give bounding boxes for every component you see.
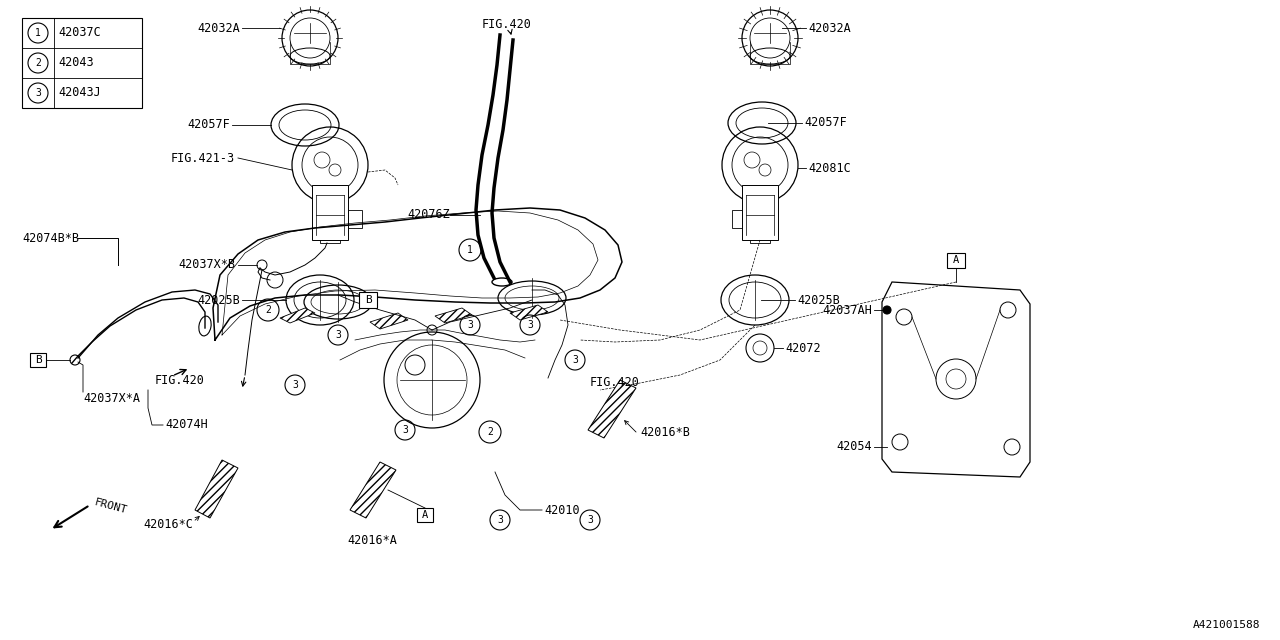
Bar xyxy=(742,185,778,240)
Text: A: A xyxy=(422,510,428,520)
Polygon shape xyxy=(435,308,472,323)
Text: 42054: 42054 xyxy=(836,440,872,454)
Text: 42057F: 42057F xyxy=(804,116,847,129)
Circle shape xyxy=(883,306,891,314)
Bar xyxy=(417,508,433,522)
Bar xyxy=(320,228,340,243)
Text: 42074B*B: 42074B*B xyxy=(22,232,79,244)
Text: 3: 3 xyxy=(402,425,408,435)
Text: 3: 3 xyxy=(527,320,532,330)
Text: 2: 2 xyxy=(265,305,271,315)
Text: 42072: 42072 xyxy=(785,342,820,355)
Bar xyxy=(22,18,142,108)
Text: FIG.420: FIG.420 xyxy=(155,374,205,387)
Text: FIG.420: FIG.420 xyxy=(483,19,532,31)
Text: 42074H: 42074H xyxy=(165,419,207,431)
Text: 42016*A: 42016*A xyxy=(347,534,397,547)
Text: B: B xyxy=(35,355,41,365)
Text: FIG.420: FIG.420 xyxy=(590,376,640,388)
Bar xyxy=(358,292,378,308)
Bar xyxy=(29,353,46,367)
Polygon shape xyxy=(349,462,396,518)
Text: A421001588: A421001588 xyxy=(1193,620,1260,630)
Text: 1: 1 xyxy=(35,28,41,38)
Text: 42043J: 42043J xyxy=(58,86,101,99)
Text: 1: 1 xyxy=(467,245,472,255)
Text: 42016*C: 42016*C xyxy=(143,518,193,531)
Bar xyxy=(312,185,348,240)
Text: FRONT: FRONT xyxy=(93,497,129,516)
Text: 3: 3 xyxy=(467,320,472,330)
Text: 42057F: 42057F xyxy=(187,118,230,131)
Text: 42032A: 42032A xyxy=(808,22,851,35)
Text: 42037X*B: 42037X*B xyxy=(178,259,236,271)
Text: 3: 3 xyxy=(292,380,298,390)
Text: 3: 3 xyxy=(497,515,503,525)
Text: 42016*B: 42016*B xyxy=(640,426,690,438)
Bar xyxy=(947,253,965,268)
Text: B: B xyxy=(35,355,41,365)
Text: 42081C: 42081C xyxy=(808,161,851,175)
Text: 42025B: 42025B xyxy=(197,294,241,307)
Text: FIG.421-3: FIG.421-3 xyxy=(170,152,236,164)
Polygon shape xyxy=(280,308,315,323)
Polygon shape xyxy=(882,282,1030,477)
Text: 3: 3 xyxy=(572,355,579,365)
Text: 42037AH: 42037AH xyxy=(822,303,872,317)
Bar xyxy=(348,210,362,228)
Bar xyxy=(750,228,771,243)
Text: 42037C: 42037C xyxy=(58,26,101,40)
Text: 42032A: 42032A xyxy=(197,22,241,35)
Text: 42037X*A: 42037X*A xyxy=(83,392,140,404)
Text: A: A xyxy=(952,255,959,265)
Polygon shape xyxy=(588,380,636,438)
Text: 42010: 42010 xyxy=(544,504,580,516)
Text: 42025B: 42025B xyxy=(797,294,840,307)
Text: 42043: 42043 xyxy=(58,56,93,70)
Polygon shape xyxy=(509,305,548,320)
Text: B: B xyxy=(365,295,371,305)
Bar xyxy=(732,210,746,228)
Polygon shape xyxy=(195,460,238,518)
Text: 2: 2 xyxy=(35,58,41,68)
Text: 3: 3 xyxy=(335,330,340,340)
Text: 3: 3 xyxy=(588,515,593,525)
Text: 3: 3 xyxy=(35,88,41,98)
Polygon shape xyxy=(370,313,408,329)
Text: 2: 2 xyxy=(488,427,493,437)
Text: 42076Z: 42076Z xyxy=(407,209,451,221)
